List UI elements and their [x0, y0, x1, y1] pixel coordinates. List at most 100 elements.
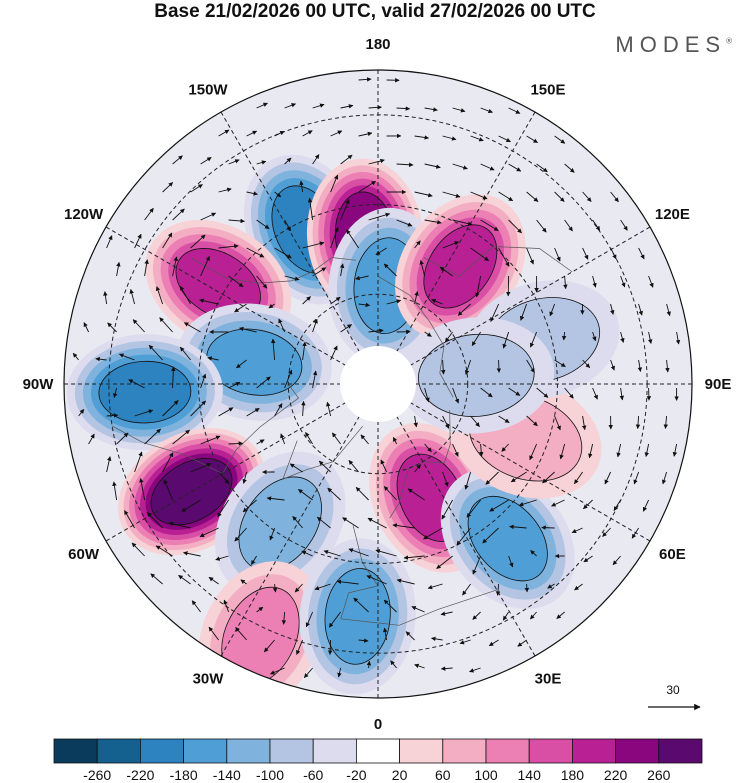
wind-arrow [171, 366, 176, 389]
wind-arrow [610, 247, 617, 260]
wind-arrow [613, 499, 621, 511]
wind-arrow [424, 107, 438, 112]
map-disc [64, 70, 692, 698]
wind-arrow [358, 638, 369, 643]
wind-arrow [610, 191, 619, 203]
wind-arrow [612, 555, 621, 566]
wind-arrow [330, 174, 339, 193]
brand-logo: MODES® [615, 32, 732, 58]
wind-arrow [179, 346, 191, 361]
wind-arrow [524, 583, 530, 593]
wind-arrow [256, 376, 271, 389]
wind-arrow [469, 667, 481, 673]
wind-arrow [116, 432, 129, 445]
contour-level [467, 495, 548, 582]
wind-arrow [583, 555, 593, 563]
wind-arrow [234, 527, 247, 542]
wind-arrow [190, 400, 207, 417]
wind-arrow [269, 667, 285, 675]
wind-arrow [218, 407, 234, 417]
wind-arrow [83, 322, 90, 333]
wind-arrow [302, 296, 311, 305]
wind-arrow [342, 517, 359, 529]
wind-arrow [312, 154, 320, 165]
wind-arrow [134, 233, 142, 249]
wind-arrow [103, 291, 108, 305]
wind-arrow [414, 240, 421, 249]
wind-arrow [452, 443, 459, 457]
wind-arrow [529, 611, 537, 620]
longitude-label: 60W [68, 546, 100, 563]
wind-arrow [207, 356, 219, 361]
wind-arrow [582, 359, 591, 369]
wind-arrow [346, 229, 359, 249]
wind-arrow [396, 578, 415, 585]
wind-arrow [301, 400, 306, 417]
colorbar-tick-label: 140 [518, 767, 542, 783]
wind-arrow [480, 107, 493, 114]
wind-arrow [303, 667, 313, 679]
wind-arrow [498, 247, 510, 267]
wind-arrow [327, 487, 341, 501]
wind-arrow [281, 611, 287, 625]
longitude-label: 30W [193, 670, 225, 687]
wind-arrow [665, 359, 670, 373]
wind-arrow [128, 379, 145, 389]
wind-arrow [155, 286, 164, 305]
wind-arrow [340, 154, 353, 165]
wind-arrow [208, 626, 219, 641]
wind-arrow [256, 439, 265, 445]
wind-arrow [620, 219, 628, 231]
wind-arrow [444, 331, 453, 343]
wind-arrow [155, 545, 173, 557]
wind-arrow [423, 527, 443, 540]
wind-arrow [470, 191, 488, 200]
meridian-line [382, 391, 536, 657]
wind-arrow [294, 583, 303, 593]
wind-arrow [501, 443, 509, 452]
wind-arrow [542, 471, 555, 484]
wind-arrow [442, 415, 450, 429]
wind-arrow [228, 159, 240, 165]
wind-arrow [648, 275, 654, 288]
wind-arrow [242, 499, 257, 513]
wind-arrow [383, 599, 397, 613]
wind-arrow [95, 356, 107, 362]
wind-arrow [517, 639, 527, 647]
wind-arrow [457, 303, 471, 316]
wind-arrow [366, 660, 372, 669]
wind-arrow [278, 318, 286, 333]
coastline [282, 425, 363, 480]
wind-arrow [284, 275, 300, 281]
wind-arrow [675, 331, 681, 345]
wind-arrow [582, 191, 592, 202]
colorbar-tick-label: -260 [83, 767, 111, 783]
wind-arrow [439, 266, 453, 277]
contour-level [206, 328, 303, 396]
wind-arrow [223, 599, 230, 613]
colorbar-tick-label: 100 [474, 767, 498, 783]
wind-arrow [396, 106, 411, 111]
wind-arrow [284, 103, 297, 109]
wind-arrow [168, 521, 191, 529]
wind-arrow [348, 460, 359, 473]
colorbar-tick-label: 220 [604, 767, 628, 783]
wind-arrow [536, 163, 548, 173]
wind-arrow [172, 155, 183, 165]
wind-arrow [124, 510, 135, 529]
wind-arrow [440, 359, 446, 375]
wind-arrow [240, 579, 247, 585]
colorbar-swatch [355, 738, 400, 764]
wind-arrow [183, 551, 201, 557]
wind-arrow [183, 322, 201, 333]
wind-arrow [431, 636, 443, 642]
wind-arrow [592, 219, 601, 231]
wind-arrow [162, 452, 174, 473]
colorbar-tick-label: -100 [256, 767, 284, 783]
wind-arrow [274, 247, 292, 259]
wind-arrow [427, 583, 443, 590]
wind-arrow [330, 226, 339, 249]
wind-arrow [536, 387, 549, 398]
wind-arrow [330, 130, 343, 137]
wind-arrow [239, 326, 257, 333]
